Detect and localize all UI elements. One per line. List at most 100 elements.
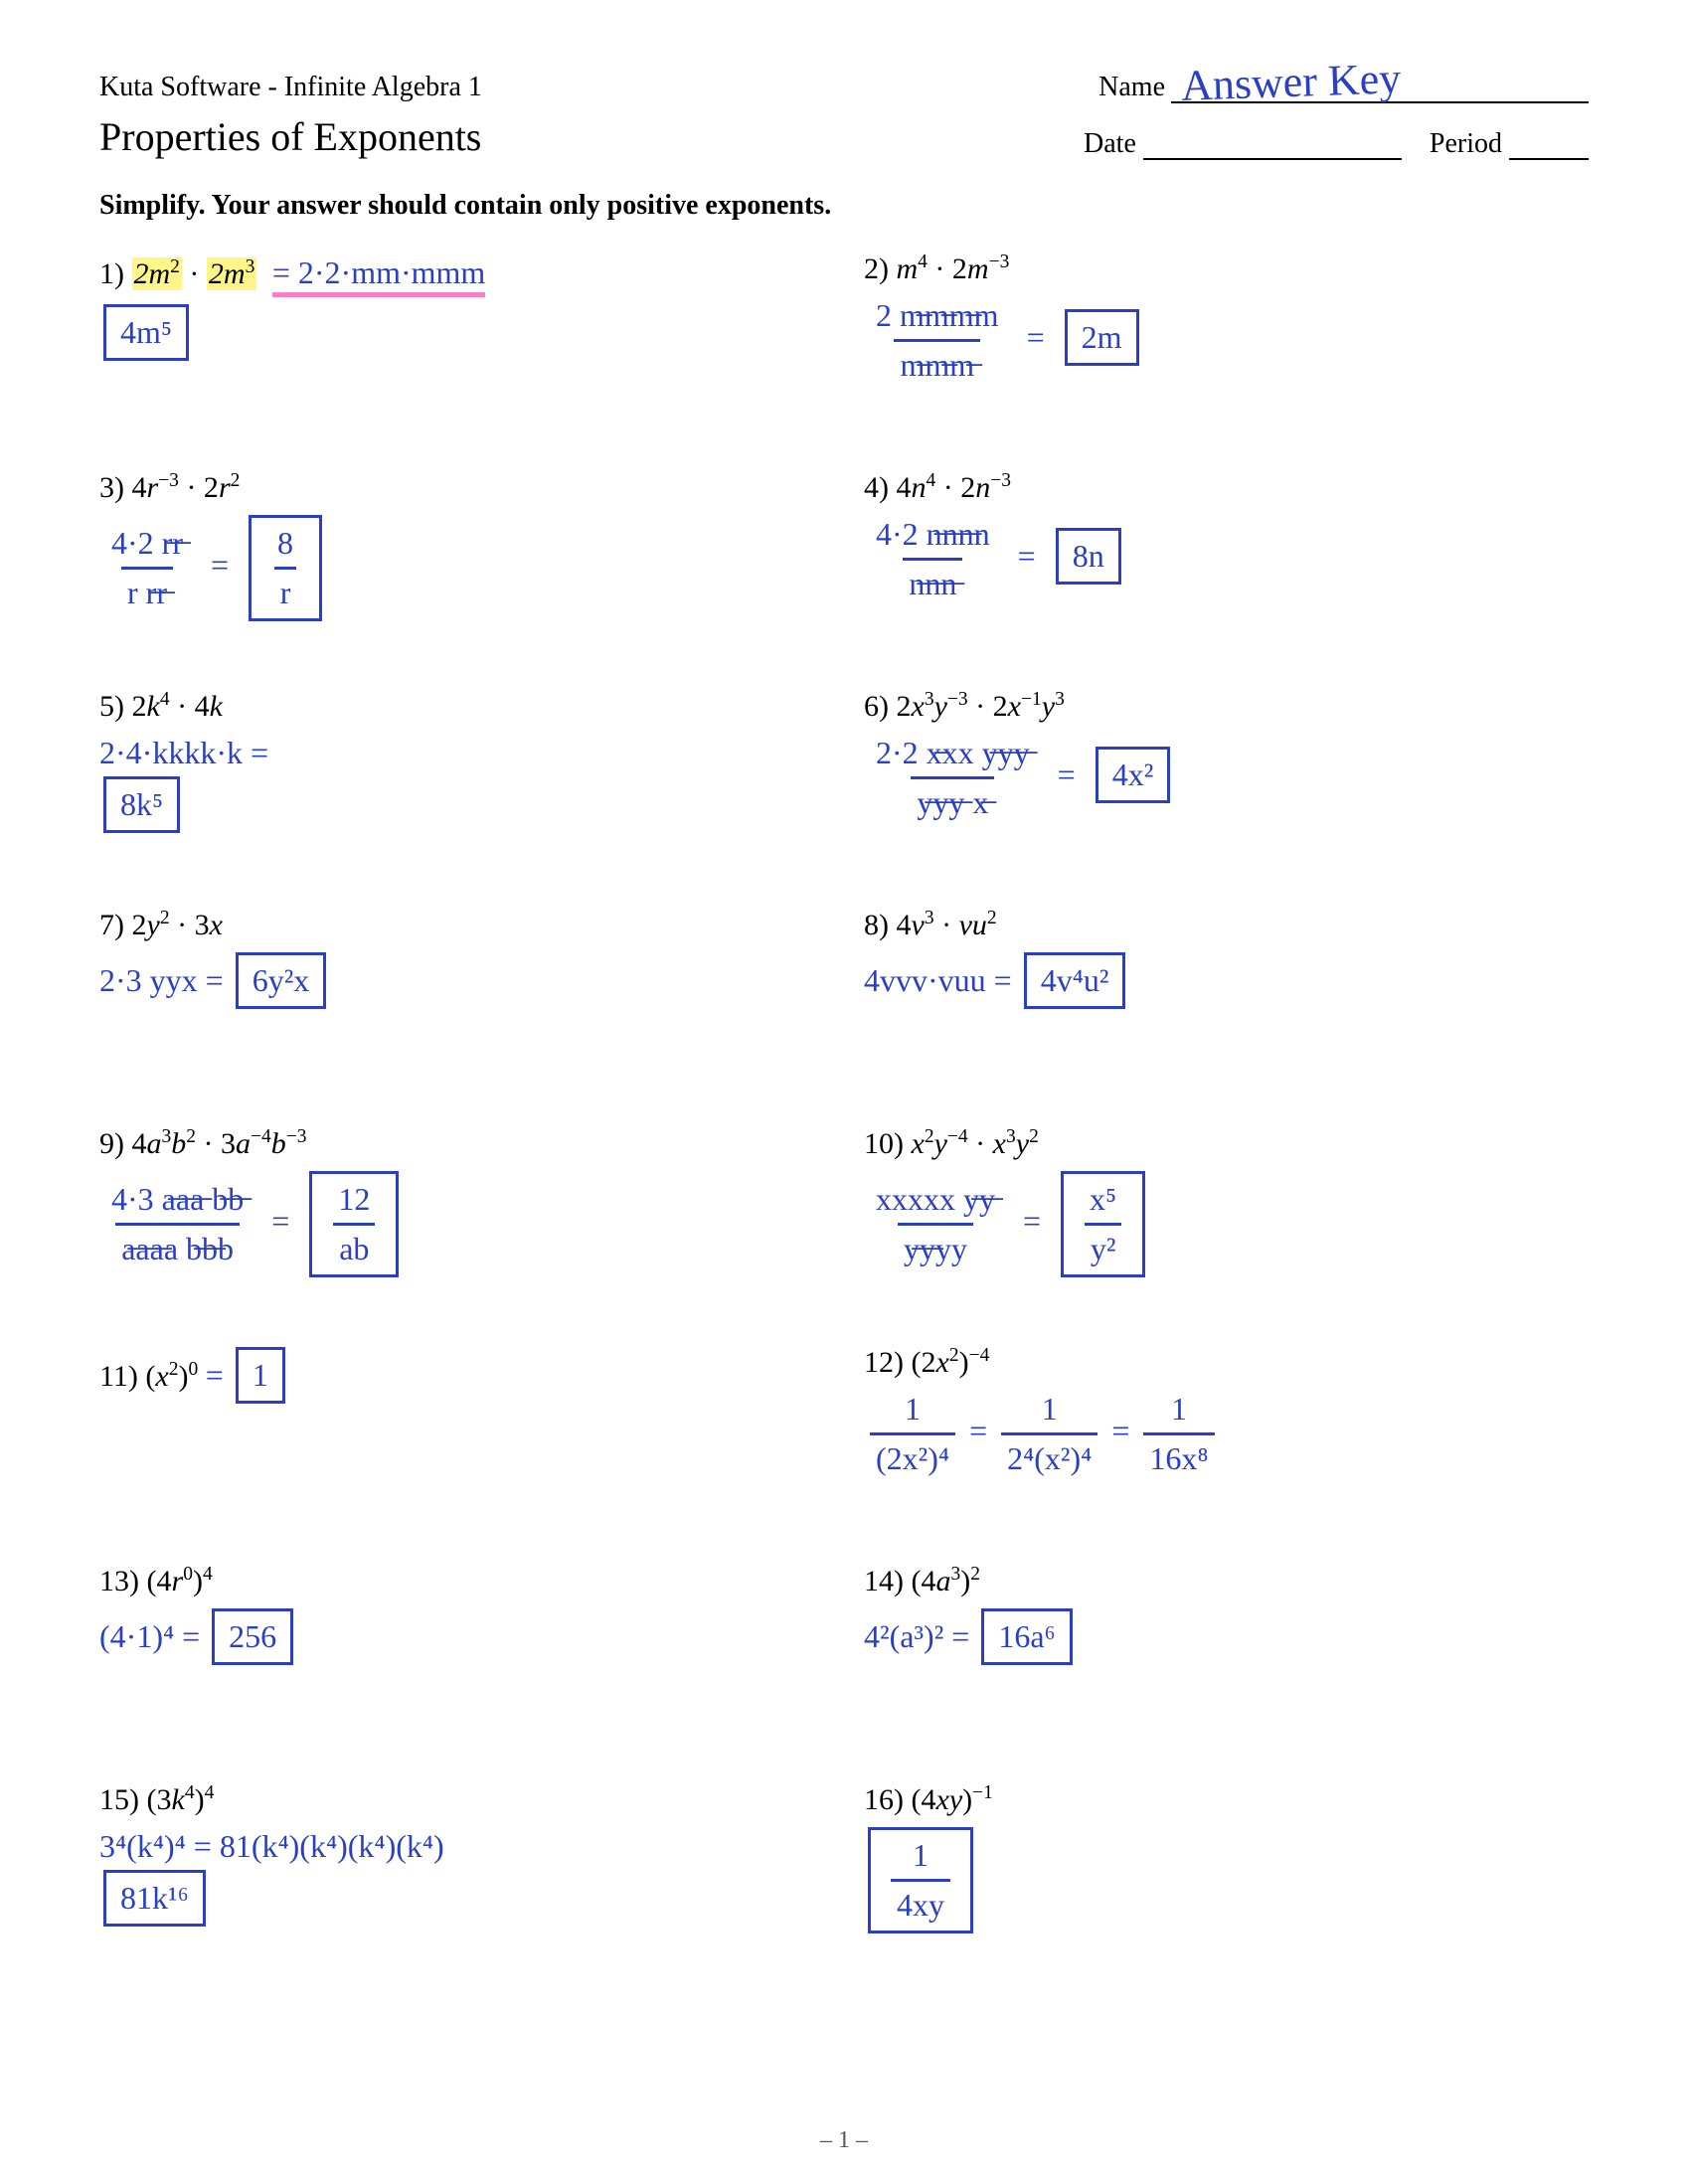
- software-label: Kuta Software - Infinite Algebra 1: [99, 72, 482, 103]
- problem-number: 8): [864, 909, 889, 941]
- problems-grid: 1) 2m2 · 2m3 = 2·2·mm·mmm 4m⁵ 2) m4 · 2m…: [99, 252, 1589, 1951]
- problem-answer-row: 81k¹⁶: [99, 1868, 824, 1929]
- problem-expr: 2m2: [132, 257, 182, 290]
- frac-num: 4·2 r̶r̶: [105, 522, 189, 567]
- problem-number: 7): [99, 909, 124, 941]
- period-line: [1509, 138, 1589, 160]
- frac-den: n̶n̶n̶: [903, 558, 962, 605]
- work-fraction: 2 m̶m̶m̶m m̶m̶m̶: [870, 294, 1005, 387]
- problem-prompt: 14) (4a3)2: [864, 1564, 1589, 1598]
- problem-work-row: 4·2 r̶r̶ r r̶r̶ = 8 r: [99, 513, 824, 623]
- problem-prompt: 12) (2x2)−4: [864, 1345, 1589, 1380]
- name-label: Name: [1098, 72, 1165, 103]
- problem-work-row: (4·1)⁴ = 256: [99, 1606, 824, 1667]
- problem-number: 13): [99, 1565, 139, 1597]
- problem-answer: 6y²x: [236, 952, 327, 1009]
- frac-den: y²: [1085, 1223, 1122, 1270]
- frac-den: a̶a̶a̶a b̶b̶b: [115, 1223, 240, 1270]
- problem-work-row: 4·2 n̶n̶n̶n n̶n̶n̶ = 8n: [864, 513, 1589, 605]
- problem-answer-row: 1 4xy: [864, 1825, 1589, 1935]
- problem-number: 10): [864, 1127, 904, 1160]
- problem-9: 9) 4a3b2 · 3a−4b−3 4·3 a̶a̶a̶ b̶b̶ a̶a̶a…: [99, 1126, 824, 1295]
- problem-14: 14) (4a3)2 4²(a³)² = 16a⁶: [864, 1564, 1589, 1733]
- problem-prompt: 9) 4a3b2 · 3a−4b−3: [99, 1126, 824, 1161]
- frac-num: 2 m̶m̶m̶m: [870, 294, 1005, 339]
- problem-number: 11): [99, 1360, 138, 1393]
- worksheet-page: Kuta Software - Infinite Algebra 1 Name …: [0, 0, 1688, 2184]
- work-fraction: xxxxx y̶y̶ y̶y̶yy: [870, 1178, 1001, 1270]
- frac-den: y̶y̶yy: [898, 1223, 973, 1270]
- problem-work-row: 2·3 yyx = 6y²x: [99, 950, 824, 1011]
- problem-answer: 4m⁵: [103, 304, 189, 361]
- problem-answer: 12 ab: [309, 1171, 399, 1277]
- problem-3: 3) 4r−3 · 2r2 4·2 r̶r̶ r r̶r̶ = 8 r: [99, 470, 824, 639]
- problem-5: 5) 2k4 · 4k 2·4·kkkk·k = 8k⁵: [99, 689, 824, 858]
- chain-frac-2: 1 2⁴(x²)⁴: [1001, 1388, 1097, 1480]
- problem-prompt: 4) 4n4 · 2n−3: [864, 470, 1589, 505]
- work-fraction: 2·2 x̶xx y̶y̶y̶ y̶y̶y̶ x̶: [870, 732, 1036, 824]
- frac-den: (2x²)⁴: [870, 1432, 955, 1480]
- frac-den: r r̶r̶: [121, 567, 173, 614]
- problem-expr-b: 2m3: [207, 257, 256, 290]
- answer-fraction: x⁵ y²: [1084, 1178, 1122, 1270]
- problem-10: 10) x2y−4 · x3y2 xxxxx y̶y̶ y̶y̶yy = x⁵ …: [864, 1126, 1589, 1295]
- frac-num: 4·2 n̶n̶n̶n: [870, 513, 996, 558]
- problem-answer: 8 r: [249, 515, 322, 621]
- problem-work-row: 4vvv·vuu = 4v⁴u²: [864, 950, 1589, 1011]
- problem-answer: 8n: [1056, 528, 1121, 585]
- problem-work-row: 2 m̶m̶m̶m m̶m̶m̶ = 2m: [864, 294, 1589, 387]
- problem-work-row: 2·2 x̶xx y̶y̶y̶ y̶y̶y̶ x̶ = 4x²: [864, 732, 1589, 824]
- frac-den: ab: [333, 1223, 375, 1270]
- problem-work: (4·1)⁴ =: [99, 1618, 200, 1654]
- problem-number: 3): [99, 471, 124, 504]
- problem-prompt: 15) (3k4)4: [99, 1782, 824, 1817]
- frac-num: 4·3 a̶a̶a̶ b̶b̶: [105, 1178, 250, 1223]
- problem-answer-row: 8k⁵: [99, 774, 824, 835]
- problem-number: 15): [99, 1783, 139, 1816]
- problem-7: 7) 2y2 · 3x 2·3 yyx = 6y²x: [99, 908, 824, 1077]
- problem-prompt: 2) m4 · 2m−3: [864, 252, 1589, 286]
- name-field: Name Answer Key: [1098, 70, 1589, 103]
- problem-11: 11) (x2)0 = 1: [99, 1345, 824, 1514]
- date-period: Date Period: [1084, 128, 1589, 160]
- problem-6: 6) 2x3y−3 · 2x−1y3 2·2 x̶xx y̶y̶y̶ y̶y̶y…: [864, 689, 1589, 858]
- problem-answer-row: 4m⁵: [99, 302, 824, 363]
- problem-8: 8) 4v3 · vu2 4vvv·vuu = 4v⁴u²: [864, 908, 1589, 1077]
- problem-answer: 2m: [1065, 309, 1139, 366]
- problem-13: 13) (4r0)4 (4·1)⁴ = 256: [99, 1564, 824, 1733]
- instructions: Simplify. Your answer should contain onl…: [99, 190, 1589, 222]
- frac-num: x⁵: [1084, 1178, 1122, 1223]
- problem-number: 4): [864, 471, 889, 504]
- problem-work: = 2·2·mm·mmm: [272, 254, 485, 297]
- chain-frac-1: 1 (2x²)⁴: [870, 1388, 955, 1480]
- header-row: Kuta Software - Infinite Algebra 1 Name …: [99, 70, 1589, 103]
- problem-work: 2·4·kkkk·k =: [99, 732, 824, 774]
- problem-work: 3⁴(k⁴)⁴ = 81(k⁴)(k⁴)(k⁴)(k⁴): [99, 1825, 824, 1868]
- date-line: [1143, 138, 1402, 160]
- problem-prompt: 11) (x2)0 = 1: [99, 1345, 824, 1406]
- answer-fraction: 12 ab: [332, 1178, 376, 1270]
- work-fraction: 4·2 n̶n̶n̶n n̶n̶n̶: [870, 513, 996, 605]
- problem-answer: x⁵ y²: [1061, 1171, 1145, 1277]
- problem-work-row: 4²(a³)² = 16a⁶: [864, 1606, 1589, 1667]
- frac-num: 1: [1036, 1388, 1064, 1432]
- answer-fraction: 1 4xy: [891, 1834, 950, 1927]
- problem-work: 4vvv·vuu =: [864, 962, 1012, 998]
- problem-prompt: 13) (4r0)4: [99, 1564, 824, 1598]
- problem-prompt: 1) 2m2 · 2m3 = 2·2·mm·mmm: [99, 252, 824, 294]
- problem-prompt: 3) 4r−3 · 2r2: [99, 470, 824, 505]
- name-value: Answer Key: [1180, 53, 1402, 111]
- problem-prompt: 10) x2y−4 · x3y2: [864, 1126, 1589, 1161]
- problem-prompt: 6) 2x3y−3 · 2x−1y3: [864, 689, 1589, 724]
- problem-15: 15) (3k4)4 3⁴(k⁴)⁴ = 81(k⁴)(k⁴)(k⁴)(k⁴) …: [99, 1782, 824, 1951]
- frac-num: xxxxx y̶y̶: [870, 1178, 1001, 1223]
- problem-prompt: 5) 2k4 · 4k: [99, 689, 824, 724]
- problem-work: 4²(a³)² =: [864, 1618, 969, 1654]
- problem-answer: 81k¹⁶: [103, 1870, 206, 1927]
- worksheet-title: Properties of Exponents: [99, 113, 481, 160]
- problem-number: 5): [99, 690, 124, 723]
- problem-answer: 1 4xy: [868, 1827, 973, 1933]
- work-fraction: 4·2 r̶r̶ r r̶r̶: [105, 522, 189, 614]
- date-label: Date: [1084, 128, 1136, 159]
- work-fraction: 4·3 a̶a̶a̶ b̶b̶ a̶a̶a̶a b̶b̶b: [105, 1178, 250, 1270]
